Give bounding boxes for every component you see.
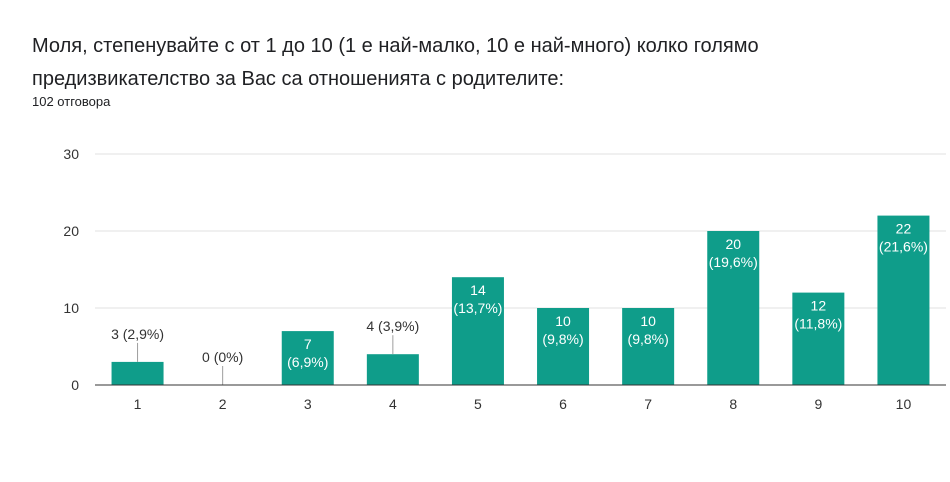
- response-count: 102 отговора: [32, 94, 111, 109]
- data-label: 0 (0%): [202, 349, 243, 365]
- y-axis-ticks: 0 10 20 30: [63, 146, 79, 393]
- bar: [707, 231, 760, 385]
- data-label: (9,8%): [628, 331, 669, 347]
- x-tick-label: 10: [896, 396, 912, 412]
- bar: [366, 354, 419, 385]
- data-label: (9,8%): [542, 331, 583, 347]
- x-tick-label: 4: [389, 396, 397, 412]
- y-tick-label: 30: [63, 146, 79, 162]
- data-label: 7: [304, 336, 312, 352]
- bar: [622, 308, 675, 385]
- x-tick-label: 5: [474, 396, 482, 412]
- grid-lines: [95, 153, 946, 309]
- bar: [877, 215, 930, 385]
- data-label: 3 (2,9%): [111, 326, 164, 342]
- data-label: 10: [640, 313, 656, 329]
- data-label: 14: [470, 282, 486, 298]
- data-label: (11,8%): [794, 316, 842, 332]
- data-label: 22: [896, 221, 912, 237]
- x-tick-label: 2: [219, 396, 227, 412]
- x-tick-label: 7: [644, 396, 652, 412]
- data-label: (13,7%): [453, 300, 502, 316]
- bar: [281, 331, 334, 385]
- x-tick-label: 8: [729, 396, 737, 412]
- data-label: 10: [555, 313, 571, 329]
- question-title: Моля, степенувайте с от 1 до 10 (1 е най…: [32, 35, 759, 90]
- x-axis-ticks: 1 2 3 4 5 6 7 8 9 10: [134, 396, 912, 412]
- data-label: (21,6%): [879, 239, 928, 255]
- y-tick-label: 0: [71, 377, 79, 393]
- bar: [111, 361, 164, 385]
- bars: 3 (2,9%) 0 (0%) 7 (6,9%) 4 (3,9%) 14 (13,7%) 10…: [111, 215, 930, 385]
- bar: [537, 308, 590, 385]
- bar: [451, 277, 504, 385]
- data-label: (6,9%): [287, 354, 328, 370]
- bar: [792, 292, 845, 385]
- y-tick-label: 20: [63, 223, 79, 239]
- x-tick-label: 9: [814, 396, 822, 412]
- x-tick-label: 3: [304, 396, 312, 412]
- x-tick-label: 6: [559, 396, 567, 412]
- x-tick-label: 1: [134, 396, 142, 412]
- data-label: 20: [725, 236, 741, 252]
- y-tick-label: 10: [63, 300, 79, 316]
- data-label: (19,6%): [709, 254, 758, 270]
- data-label: 12: [811, 298, 827, 314]
- data-label: 4 (3,9%): [366, 318, 419, 334]
